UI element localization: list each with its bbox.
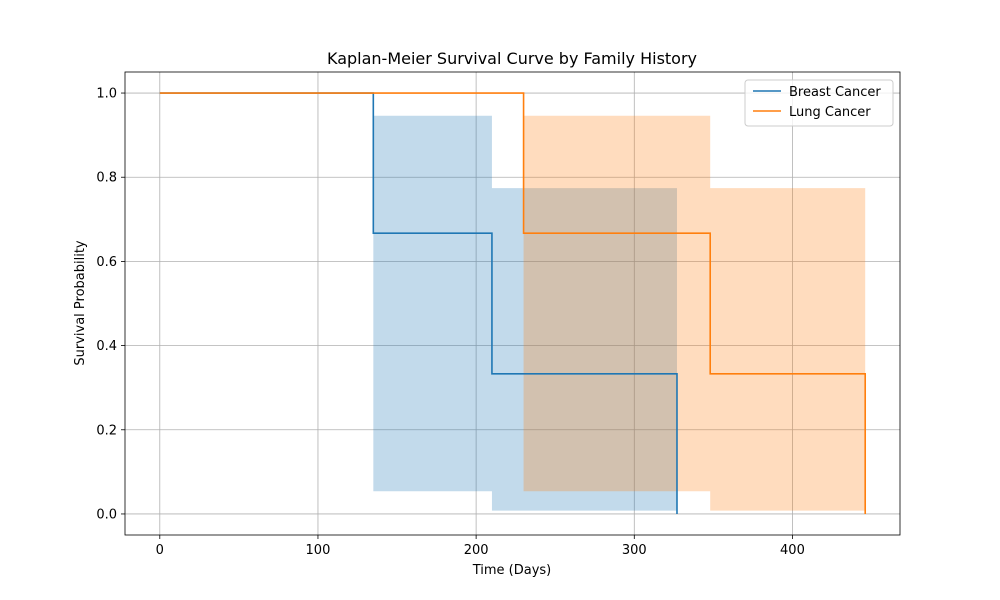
legend-box [744, 79, 894, 127]
x-tick-label: 0 [156, 543, 164, 558]
axis-ticks: 0 100 200 300 400 0.0 0.2 0.4 0.6 0.8 1.0 [96, 87, 805, 558]
y-tick-label: 0.0 [96, 507, 117, 522]
y-tick-label: 0.8 [96, 171, 117, 186]
y-tick-label: 1.0 [96, 87, 117, 102]
x-tick-label: 300 [622, 543, 647, 558]
legend-label-lung-cancer: Lung Cancer [789, 105, 871, 120]
x-axis-label: Time (Days) [472, 563, 552, 578]
x-tick-label: 200 [464, 543, 489, 558]
plot-frame [124, 71, 901, 536]
legend: Breast Cancer Lung Cancer [744, 79, 894, 127]
y-axis-label: Survival Probability [73, 240, 88, 366]
x-tick-label: 100 [306, 543, 331, 558]
legend-label-breast-cancer: Breast Cancer [789, 85, 881, 100]
x-tick-label: 400 [780, 543, 805, 558]
chart-title: Kaplan-Meier Survival Curve by Family Hi… [327, 49, 697, 68]
ci-band-breast-cancer [373, 115, 677, 511]
y-tick-label: 0.2 [96, 423, 117, 438]
survival-line-lung-cancer [159, 92, 867, 514]
y-tick-label: 0.4 [96, 339, 117, 354]
ci-band-lung-cancer [523, 115, 866, 511]
survival-lines [159, 92, 867, 514]
confidence-bands [373, 115, 866, 511]
y-tick-label: 0.6 [96, 255, 117, 270]
